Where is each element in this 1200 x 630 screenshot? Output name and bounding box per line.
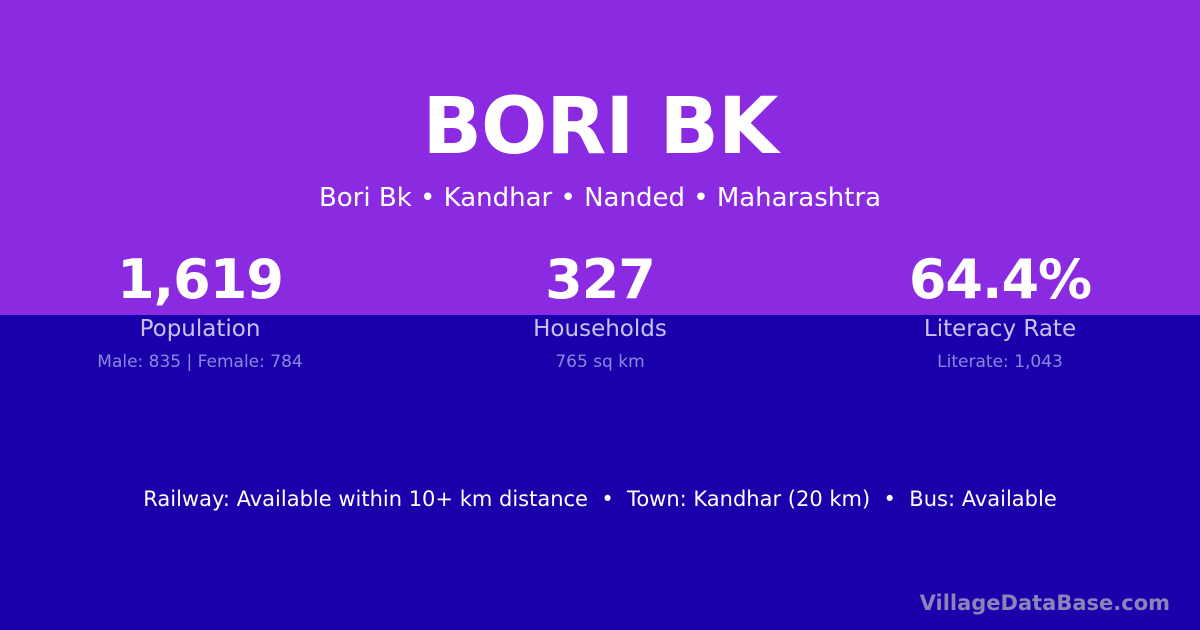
stat-value: 64.4% <box>908 248 1092 311</box>
stat-detail: 765 sq km <box>555 352 645 372</box>
header-band <box>0 0 1200 315</box>
connectivity-facts: Railway: Available within 10+ km distanc… <box>143 487 1057 511</box>
village-title: BORI BK <box>422 82 779 172</box>
stat-detail: Literate: 1,043 <box>937 352 1063 372</box>
stat-households: 327 Households 765 sq km <box>400 248 800 373</box>
stat-value: 327 <box>545 248 656 311</box>
stat-label: Population <box>139 316 261 342</box>
brand-logo-text: VillageDataBase.com <box>919 591 1170 615</box>
stat-population: 1,619 Population Male: 835 | Female: 784 <box>0 248 400 373</box>
location-breadcrumb: Bori Bk • Kandhar • Nanded • Maharashtra <box>318 183 882 213</box>
stat-literacy: 64.4% Literacy Rate Literate: 1,043 <box>800 248 1200 373</box>
content-band <box>0 315 1200 630</box>
stat-value: 1,619 <box>117 248 284 311</box>
stat-label: Households <box>533 316 667 342</box>
stat-label: Literacy Rate <box>923 316 1077 342</box>
stat-detail: Male: 835 | Female: 784 <box>97 352 303 372</box>
